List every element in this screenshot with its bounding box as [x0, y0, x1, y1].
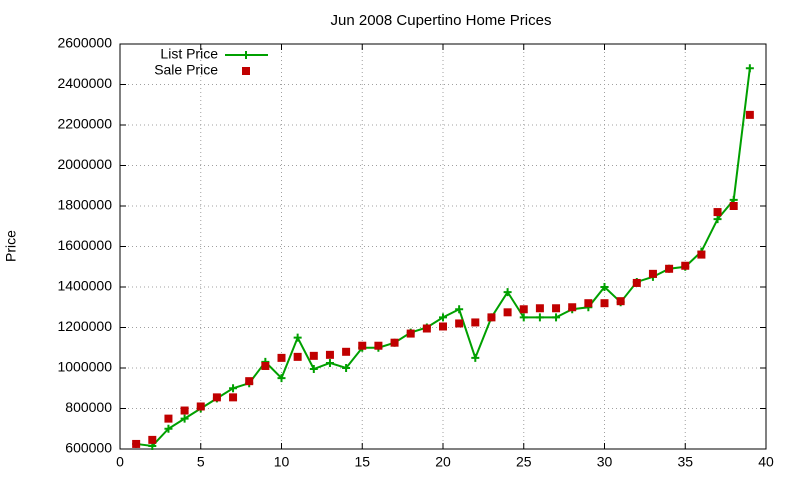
point-marker: [180, 414, 189, 423]
point-marker: [616, 297, 625, 306]
y-axis-label: Price: [3, 230, 19, 262]
point-marker: [503, 288, 512, 297]
chart-title: Jun 2008 Cupertino Home Prices: [331, 12, 552, 29]
point-marker: [455, 305, 464, 314]
x-tick-label: 15: [354, 454, 370, 470]
point-marker: [487, 313, 496, 322]
point-marker: [519, 305, 528, 314]
point-marker: [745, 64, 754, 73]
point-marker: [471, 318, 480, 327]
point-marker: [439, 322, 447, 331]
point-marker: [277, 353, 286, 362]
point-marker: [584, 299, 593, 308]
point-marker: [713, 215, 722, 224]
point-marker: [325, 350, 334, 359]
point-marker: [552, 313, 561, 322]
point-marker: [196, 402, 205, 411]
legend-label: Sale Price: [154, 62, 218, 78]
point-marker: [277, 374, 286, 383]
legend-marker: [242, 51, 250, 59]
point-marker: [229, 384, 238, 393]
point-marker: [148, 435, 157, 444]
x-tick-label: 40: [758, 454, 774, 470]
point-marker: [681, 261, 690, 270]
point-marker: [309, 351, 318, 360]
point-marker: [164, 424, 173, 433]
point-marker: [358, 341, 367, 350]
point-marker: [325, 358, 334, 367]
y-tick-label: 1000000: [57, 359, 112, 375]
y-tick-label: 800000: [65, 399, 112, 415]
point-marker: [390, 338, 399, 347]
point-marker: [261, 361, 270, 370]
point-marker: [439, 313, 447, 322]
point-marker: [342, 364, 351, 372]
y-tick-label: 1800000: [57, 197, 112, 213]
point-marker: [745, 110, 754, 119]
point-marker: [455, 319, 464, 328]
point-marker: [632, 278, 641, 287]
point-marker: [164, 414, 173, 423]
y-tick-label: 1400000: [57, 278, 112, 294]
point-marker: [535, 313, 544, 322]
plot-frame: [119, 43, 767, 450]
point-marker: [293, 352, 302, 361]
point-marker: [422, 324, 431, 333]
y-tick-label: 600000: [65, 440, 112, 456]
x-tick-label: 0: [116, 454, 124, 470]
point-marker: [519, 313, 528, 322]
point-marker: [406, 329, 415, 338]
point-marker: [697, 250, 706, 259]
y-tick-label: 2200000: [57, 116, 112, 132]
point-marker: [713, 208, 722, 217]
point-marker: [568, 303, 577, 312]
point-marker: [229, 393, 238, 402]
point-marker: [342, 347, 351, 356]
point-marker: [293, 333, 302, 342]
point-marker: [212, 393, 221, 402]
x-tick-label: 35: [677, 454, 693, 470]
point-marker: [535, 304, 544, 313]
point-marker: [552, 304, 561, 313]
point-marker: [245, 377, 254, 386]
legend-label: List Price: [160, 46, 218, 62]
x-tick-label: 30: [597, 454, 613, 470]
point-marker: [665, 264, 674, 273]
y-tick-label: 2000000: [57, 156, 112, 172]
point-marker: [132, 439, 141, 448]
point-marker: [374, 341, 383, 350]
point-marker: [503, 308, 512, 317]
y-tick-label: 2400000: [57, 75, 112, 91]
point-marker: [648, 269, 657, 278]
point-marker: [729, 202, 738, 210]
x-tick-label: 10: [274, 454, 290, 470]
y-tick-label: 2600000: [57, 35, 112, 51]
legend-marker: [242, 67, 250, 75]
x-tick-label: 25: [516, 454, 532, 470]
y-tick-label: 1600000: [57, 237, 112, 253]
point-marker: [600, 283, 609, 291]
x-tick-label: 5: [197, 454, 205, 470]
y-tick-label: 1200000: [57, 318, 112, 334]
point-marker: [309, 365, 318, 374]
point-marker: [180, 406, 189, 415]
point-marker: [600, 299, 609, 308]
x-tick-label: 20: [435, 454, 451, 470]
point-marker: [471, 353, 480, 362]
